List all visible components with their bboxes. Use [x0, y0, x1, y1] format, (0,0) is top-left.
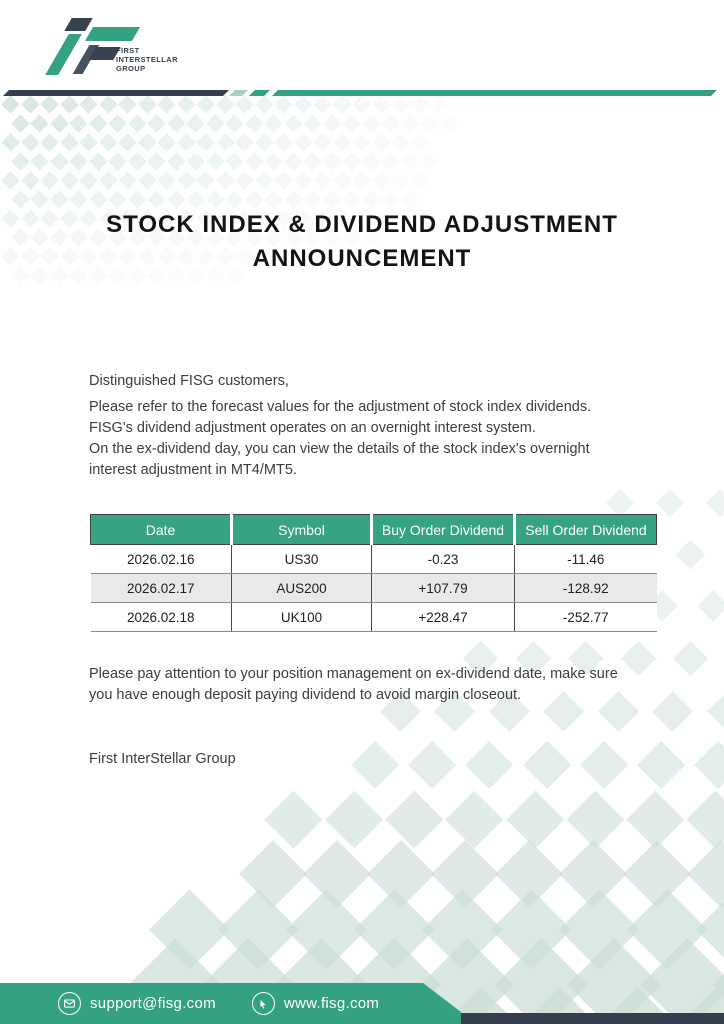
table-row: 2026.02.16 US30 -0.23 -11.46 — [90, 544, 657, 574]
intro-line3: On the ex-dividend day, you can view the… — [89, 441, 590, 478]
banner-dash-green — [249, 90, 270, 96]
company-logo: FIRST INTERSTELLAR GROUP — [28, 8, 177, 76]
table-cell-symbol: AUS200 — [231, 573, 372, 603]
table-cell-buy: +228.47 — [371, 602, 515, 632]
cursor-icon — [251, 992, 275, 1015]
table-cell-buy: -0.23 — [371, 544, 515, 574]
logo-mark-ftop — [84, 27, 141, 41]
intro-line1: Please refer to the forecast values for … — [89, 399, 592, 415]
logo-mark-dot — [64, 18, 93, 31]
table-cell-symbol: US30 — [231, 544, 372, 574]
table-cell-date: 2026.02.17 — [90, 573, 232, 603]
logo-word-first: FIRST — [116, 46, 140, 55]
table-cell-buy: +107.79 — [371, 573, 515, 603]
website-text: www.fisg.com — [283, 995, 380, 1012]
col-header-sell-dividend: Sell Order Dividend — [513, 514, 657, 545]
logo-wordmark: FIRST INTERSTELLAR GROUP — [116, 46, 178, 73]
logo-word-interstellar: INTERSTELLAR — [116, 55, 178, 64]
dividend-table: Date Symbol Buy Order Dividend Sell Orde… — [90, 514, 657, 632]
table-cell-symbol: UK100 — [231, 602, 372, 632]
banner-bar-navy — [3, 90, 229, 96]
col-header-buy-dividend: Buy Order Dividend — [370, 514, 515, 545]
table-cell-sell: -11.46 — [514, 544, 657, 574]
table-row: 2026.02.17 AUS200 +107.79 -128.92 — [90, 573, 657, 603]
greeting-text: Distinguished FISG customers, — [89, 373, 289, 389]
page-title-line2: ANNOUNCEMENT — [252, 245, 472, 272]
body-copy: Distinguished FISG customers, Please ref… — [89, 371, 641, 481]
table-cell-date: 2026.02.18 — [90, 602, 232, 632]
table-cell-date: 2026.02.16 — [90, 544, 232, 574]
signoff-text: First InterStellar Group — [89, 751, 236, 767]
banner-bar-green — [272, 90, 717, 96]
table-cell-sell: -252.77 — [514, 602, 657, 632]
logo-word-group: GROUP — [116, 64, 146, 73]
col-header-date: Date — [90, 514, 232, 545]
page-title: STOCK INDEX & DIVIDEND ADJUSTMENT ANNOUN… — [0, 208, 724, 276]
table-cell-sell: -128.92 — [514, 573, 657, 603]
banner-dash-light-teal — [229, 90, 248, 96]
col-header-symbol: Symbol — [230, 514, 372, 545]
page-title-line1: STOCK INDEX & DIVIDEND ADJUSTMENT — [106, 211, 618, 238]
note-paragraph: Please pay attention to your position ma… — [89, 666, 618, 703]
envelope-icon — [58, 992, 81, 1015]
table-row: 2026.02.18 UK100 +228.47 -252.77 — [90, 602, 657, 632]
table-header-row: Date Symbol Buy Order Dividend Sell Orde… — [90, 514, 657, 545]
footer-accent-strip — [455, 1013, 724, 1024]
intro-line2: FISG's dividend adjustment operates on a… — [89, 420, 536, 436]
footer-bar: support@fisg.com www.fisg.com — [0, 983, 461, 1024]
website-contact[interactable]: www.fisg.com — [251, 992, 380, 1015]
email-contact[interactable]: support@fisg.com — [58, 992, 216, 1015]
email-text: support@fisg.com — [90, 995, 216, 1012]
